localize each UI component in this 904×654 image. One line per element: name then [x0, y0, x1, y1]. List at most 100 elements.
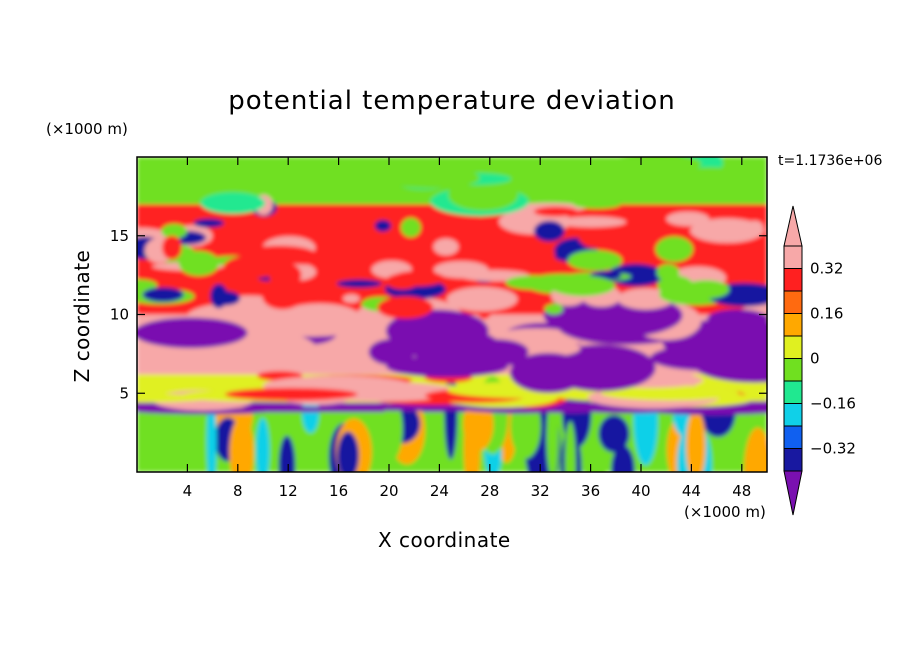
- colorbar-max-triangle: [783, 205, 803, 247]
- contour-cell: [540, 408, 595, 414]
- chart-title: potential temperature deviation: [228, 86, 676, 116]
- contour-cell: [337, 431, 359, 472]
- contour-cell: [229, 417, 254, 472]
- x-tick-label: 20: [379, 482, 398, 500]
- contour-cell: [381, 167, 480, 189]
- contour-cell: [509, 352, 587, 394]
- contour-cell: [573, 199, 621, 209]
- x-tick-label: 36: [581, 482, 600, 500]
- contour-cell: [161, 223, 188, 239]
- contour-cell: [243, 406, 314, 411]
- colorbar-box: [783, 358, 803, 382]
- contour-field: [137, 157, 767, 472]
- y-tick-label: 15: [110, 227, 129, 245]
- contour-cell: [505, 275, 562, 290]
- contour-cell: [533, 220, 565, 242]
- colorbar-box: [783, 425, 803, 449]
- contour-cell: [180, 162, 251, 190]
- contour-cell: [655, 236, 693, 262]
- contour-cell: [374, 219, 392, 232]
- x-tick-label: 44: [682, 482, 701, 500]
- x-tick-label: 24: [430, 482, 449, 500]
- y-tick-label: 10: [110, 306, 129, 324]
- x-tick-label: 28: [480, 482, 499, 500]
- contour-cell: [342, 294, 360, 303]
- contour-cell: [391, 270, 445, 287]
- contour-cell: [137, 279, 158, 291]
- contour-cell: [682, 280, 730, 299]
- contour-cell: [433, 238, 459, 256]
- contour-cell: [255, 417, 270, 472]
- contour-cell: [544, 303, 563, 315]
- contour-cell: [549, 275, 615, 297]
- contour-cell: [193, 218, 224, 228]
- colorbar-box: [783, 290, 803, 314]
- contour-cell: [240, 166, 326, 196]
- contour-cell: [744, 427, 767, 472]
- contour-cell: [668, 167, 752, 190]
- x-tick-label: 4: [183, 482, 193, 500]
- colorbar-min-triangle: [783, 470, 803, 516]
- contour-cell: [606, 157, 702, 174]
- contour-cell: [573, 406, 626, 411]
- contour-cell: [179, 206, 198, 225]
- contour-cell: [600, 385, 739, 401]
- x-tick-label: 16: [329, 482, 348, 500]
- contour-cell: [666, 211, 710, 227]
- x-tick-label: 40: [631, 482, 650, 500]
- contour-cell: [137, 317, 248, 349]
- contour-cell: [211, 290, 241, 306]
- time-label: t=1.1736e+06: [778, 153, 883, 169]
- contour-cell: [685, 409, 706, 472]
- contour-cell: [446, 286, 518, 312]
- y-tick-label: 5: [119, 384, 129, 402]
- contour-cell: [400, 217, 421, 238]
- contour-cell: [178, 250, 220, 276]
- y-axis: 5 10 15: [110, 227, 767, 402]
- x-axis: 4 8 12 16 20 24 28 32 36 40 44 48: [183, 157, 751, 500]
- contour-cell: [142, 287, 184, 303]
- colorbar-box: [783, 335, 803, 359]
- x-tick-label: 48: [732, 482, 751, 500]
- contour-cell: [554, 250, 571, 261]
- colorbar-box: [783, 403, 803, 427]
- colorbar-tick-label: 0.16: [810, 305, 843, 323]
- y-axis-unit: (×1000 m): [46, 120, 128, 138]
- contour-cell: [137, 408, 271, 415]
- colorbar-box: [783, 268, 803, 292]
- contour-cell: [746, 220, 764, 233]
- colorbar-box: [783, 313, 803, 337]
- colorbar-tick-label: −0.16: [810, 395, 856, 413]
- contour-cell: [550, 172, 650, 190]
- contour-cell: [377, 296, 434, 319]
- contour-cell: [162, 235, 182, 260]
- contour-cell: [546, 396, 559, 472]
- colorbar-tick-label: 0.32: [810, 260, 843, 278]
- contour-cell: [584, 439, 607, 472]
- x-tick-label: 32: [531, 482, 550, 500]
- colorbar: 0.32 0.16 0 −0.16 −0.32: [783, 205, 856, 516]
- contour-cell: [598, 415, 630, 453]
- colorbar-tick-label: 0: [810, 350, 820, 368]
- x-tick-label: 8: [233, 482, 243, 500]
- colorbar-box: [783, 245, 803, 269]
- contour-cell: [224, 387, 358, 401]
- contour-cell: [690, 218, 764, 243]
- contour-cell: [564, 421, 576, 472]
- contour-cell: [385, 309, 489, 353]
- contour-cell: [706, 309, 767, 329]
- contour-cell: [533, 206, 578, 217]
- colorbar-tick-label: −0.32: [810, 440, 856, 458]
- contour-cell: [433, 261, 489, 279]
- contour-cell: [556, 216, 627, 228]
- contour-cell: [567, 250, 623, 271]
- contour-cell: [363, 248, 397, 259]
- contour-cell: [382, 398, 403, 460]
- contour-cell: [200, 192, 266, 215]
- contour-cell: [278, 435, 296, 472]
- colorbar-box: [783, 448, 803, 472]
- x-axis-unit: (×1000 m): [684, 503, 766, 521]
- contour-cell: [206, 396, 217, 472]
- contour-cell: [578, 230, 627, 248]
